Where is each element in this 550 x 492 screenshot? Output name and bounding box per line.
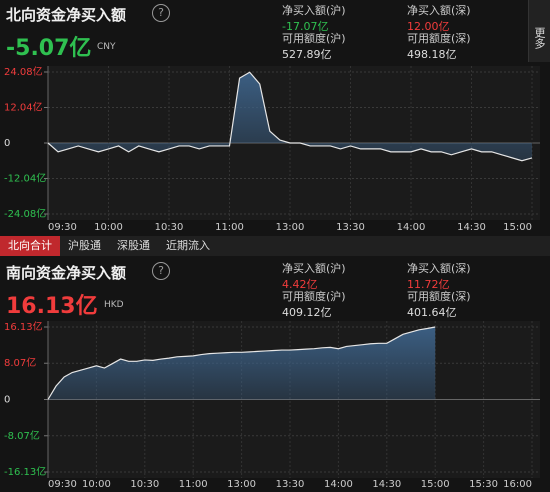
help-icon[interactable]: ?: [152, 4, 170, 22]
y-tick-label: 16.13亿: [4, 320, 43, 333]
stat-value: 498.18亿: [407, 48, 457, 61]
y-tick-label: -8.07亿: [4, 429, 40, 442]
stat: 可用额度(沪) 409.12亿: [282, 288, 346, 320]
y-tick-label: 8.07亿: [4, 356, 36, 369]
more-button[interactable]: 更多: [528, 0, 550, 62]
x-tick-label: 15:00: [503, 222, 532, 233]
stat-value: 409.12亿: [282, 306, 332, 319]
y-tick-label: -12.04亿: [4, 172, 46, 185]
y-tick-label: 24.08亿: [4, 65, 43, 78]
y-tick-label: 0: [4, 395, 10, 406]
x-tick-label: 09:30: [48, 222, 77, 233]
south-header: 南向资金净买入额? 16.13亿 HKD 净买入额(沪) 4.42亿 净买入额(深) 11.…: [0, 258, 520, 320]
stat-label: 可用额度(沪): [282, 290, 346, 303]
header-title: 北向资金净买入额: [6, 6, 127, 24]
stat-value: 4.42亿: [282, 278, 318, 291]
stat: 净买入额(沪) 4.42亿: [282, 260, 346, 292]
x-tick-label: 10:00: [82, 479, 111, 490]
currency: CNY: [97, 42, 116, 52]
stat-value: 401.64亿: [407, 306, 457, 319]
x-tick-label: 15:00: [421, 479, 450, 490]
tab[interactable]: 近期流入: [166, 239, 210, 252]
stat: 可用额度(沪) 527.89亿: [282, 30, 346, 62]
x-tick-label: 14:30: [372, 479, 401, 490]
x-tick-label: 14:00: [397, 222, 426, 233]
x-tick-label: 15:30: [469, 479, 498, 490]
y-tick-label: -24.08亿: [4, 207, 46, 220]
stat: 可用额度(深) 498.18亿: [407, 30, 471, 62]
stat: 净买入额(深) 11.72亿: [407, 260, 471, 292]
currency: HKD: [104, 300, 124, 310]
x-tick-label: 10:30: [130, 479, 159, 490]
stat-value: 527.89亿: [282, 48, 332, 61]
stat-label: 净买入额(沪): [282, 262, 346, 275]
stat: 净买入额(深) 12.00亿: [407, 2, 471, 34]
header-title: 南向资金净买入额: [6, 264, 127, 282]
x-tick-label: 11:00: [179, 479, 208, 490]
line: [47, 326, 436, 400]
x-tick-label: 14:00: [324, 479, 353, 490]
stat-value: 12.00亿: [407, 20, 450, 33]
area: [48, 327, 436, 400]
tab[interactable]: 沪股通: [68, 239, 101, 252]
y-tick-label: 12.04亿: [4, 101, 43, 114]
tab[interactable]: 深股通: [117, 239, 150, 252]
x-tick-label: 09:30: [48, 479, 77, 490]
stat-value: -17.07亿: [282, 20, 329, 33]
net-total: 16.13亿: [6, 294, 98, 319]
x-tick-label: 13:00: [276, 222, 305, 233]
north-header: 北向资金净买入额? -5.07亿 CNY 净买入额(沪) -17.07亿 净买入额(深) 1…: [0, 0, 520, 62]
help-icon[interactable]: ?: [152, 262, 170, 280]
stat: 净买入额(沪) -17.07亿: [282, 2, 346, 34]
x-tick-label: 13:30: [276, 479, 305, 490]
stat-label: 可用额度(沪): [282, 32, 346, 45]
stat-label: 可用额度(深): [407, 32, 471, 45]
x-tick-label: 10:30: [155, 222, 184, 233]
tab-bar: 北向合计 沪股通 深股通 近期流入: [0, 236, 550, 256]
x-tick-label: 14:30: [457, 222, 486, 233]
stat-label: 可用额度(深): [407, 290, 471, 303]
x-tick-label: 16:00: [503, 479, 532, 490]
x-tick-label: 13:00: [227, 479, 256, 490]
line: [47, 71, 533, 162]
stat: 可用额度(深) 401.64亿: [407, 288, 471, 320]
stat-label: 净买入额(深): [407, 262, 471, 275]
y-tick-label: 0: [4, 138, 10, 149]
x-tick-label: 11:00: [215, 222, 244, 233]
net-total: -5.07亿: [6, 36, 92, 61]
stat-value: 11.72亿: [407, 278, 450, 291]
stat-label: 净买入额(沪): [282, 4, 346, 17]
stat-label: 净买入额(深): [407, 4, 471, 17]
tab[interactable]: 北向合计: [0, 236, 60, 256]
x-tick-label: 13:30: [336, 222, 365, 233]
y-tick-label: -16.13亿: [4, 465, 46, 478]
x-tick-label: 10:00: [94, 222, 123, 233]
